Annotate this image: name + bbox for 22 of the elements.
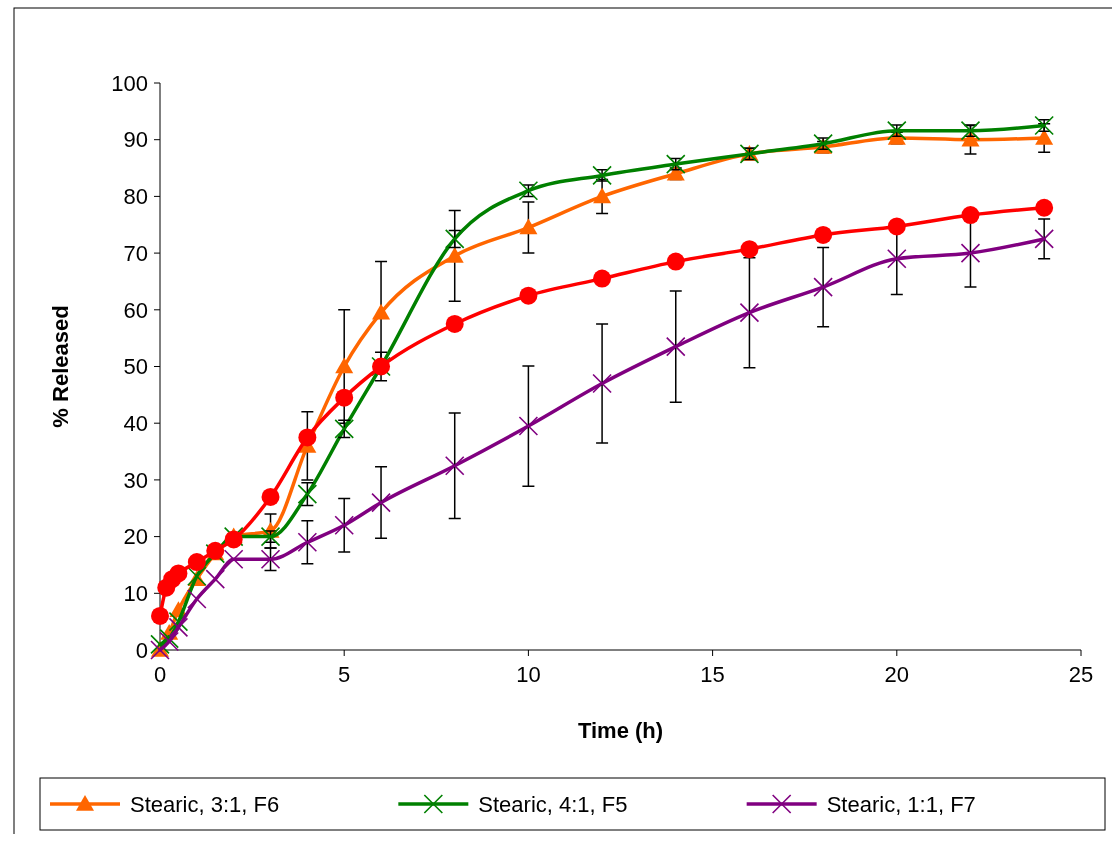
y-tick-label: 70: [123, 240, 148, 266]
legend-label: Stearic, 1:1, F7: [826, 791, 976, 817]
y-tick-label: 0: [135, 637, 148, 663]
y-tick-label: 90: [123, 127, 148, 153]
y-tick-label: 10: [123, 581, 148, 606]
y-tick-label: 80: [123, 184, 148, 210]
x-tick-label: 5: [338, 662, 351, 687]
x-axis-title: Time (h): [577, 718, 664, 743]
y-axis-title: % Released: [48, 305, 73, 428]
x-tick-label: 20: [884, 662, 910, 687]
x-tick-label: 10: [516, 662, 541, 687]
x-tick-label: 15: [700, 662, 725, 687]
y-tick-label: 60: [123, 297, 148, 323]
x-tick-label: 0: [153, 662, 167, 687]
x-tick-label: 25: [1068, 662, 1094, 687]
legend-label: Stearic, 4:1, F5: [478, 791, 628, 817]
y-tick-label: 100: [111, 70, 148, 96]
y-tick-label: 20: [123, 524, 148, 550]
legend-label: Stearic, 3:1, F6: [130, 791, 280, 817]
y-tick-label: 30: [123, 467, 148, 493]
y-tick-label: 40: [123, 410, 148, 436]
y-tick-label: 50: [123, 354, 148, 380]
